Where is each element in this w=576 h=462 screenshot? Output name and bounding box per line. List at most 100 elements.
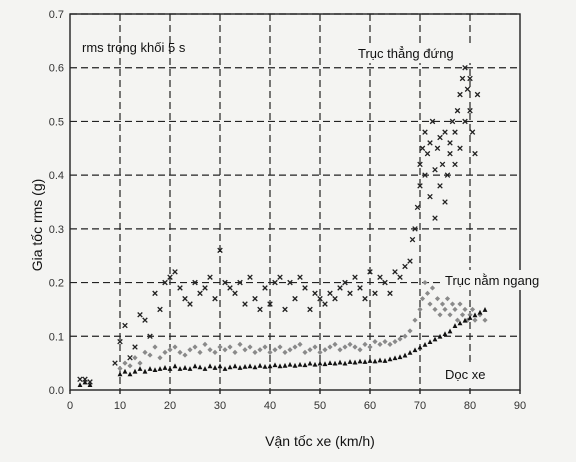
y-axis-title: Gia tốc rms (g) <box>29 179 45 272</box>
data-point-diamond <box>307 347 313 353</box>
annotation-lateral-bg <box>440 270 558 290</box>
data-point-diamond <box>457 301 463 307</box>
data-point-diamond <box>237 341 243 347</box>
y-tick-label: 0.6 <box>49 63 64 75</box>
data-point-diamond <box>444 296 451 302</box>
y-tick-label: 0.1 <box>49 331 64 343</box>
data-point-x <box>337 285 343 291</box>
data-point-x <box>127 355 133 361</box>
data-point-x <box>414 204 421 211</box>
data-point-diamond <box>222 347 228 353</box>
data-point-diamond <box>472 317 478 323</box>
data-point-diamond <box>317 349 323 355</box>
data-point-x <box>429 118 436 125</box>
data-point-triangle <box>87 382 93 388</box>
data-point-diamond <box>117 365 123 372</box>
data-point-x <box>457 91 463 98</box>
x-tick-label: 80 <box>464 400 476 412</box>
data-point-x <box>262 285 268 291</box>
data-point-x <box>152 290 158 297</box>
data-point-x <box>462 64 468 71</box>
data-point-x <box>417 161 423 168</box>
data-point-triangle <box>367 358 373 363</box>
data-point-x <box>409 236 416 243</box>
data-point-x <box>122 322 128 329</box>
data-point-triangle <box>212 365 218 370</box>
data-point-x <box>77 376 83 383</box>
data-point-triangle <box>432 336 438 342</box>
data-point-x <box>442 129 448 135</box>
data-point-x <box>427 140 433 146</box>
data-point-x <box>347 290 353 297</box>
data-point-x <box>87 379 93 385</box>
data-point-x <box>197 290 203 297</box>
x-axis-title: Vận tốc xe (km/h) <box>265 433 375 449</box>
y-tick-label: 0.3 <box>49 224 64 236</box>
data-point-diamond <box>302 349 308 355</box>
data-point-x <box>327 290 333 297</box>
data-point-x <box>464 86 471 92</box>
data-point-x <box>474 91 481 98</box>
data-point-triangle <box>77 382 83 388</box>
data-point-triangle <box>152 367 158 372</box>
annotation-block-note: rms trong khối 5 s <box>82 40 186 55</box>
data-point-diamond <box>197 349 203 355</box>
x-tick-label: 30 <box>214 400 226 412</box>
data-point-x <box>227 285 233 291</box>
data-point-diamond <box>337 347 343 353</box>
data-point-x <box>357 285 363 291</box>
data-point-x <box>162 279 168 286</box>
data-point-triangle <box>132 368 138 374</box>
data-point-triangle <box>482 307 488 312</box>
data-point-diamond <box>462 306 468 313</box>
data-point-triangle <box>462 317 468 323</box>
data-point-diamond <box>434 296 441 302</box>
y-tick-label: 0.7 <box>49 9 64 21</box>
data-point-diamond <box>362 341 368 347</box>
data-point-x <box>452 161 458 168</box>
data-point-x <box>424 150 431 157</box>
data-point-x <box>242 301 248 307</box>
data-point-triangle <box>292 362 298 368</box>
data-point-triangle <box>242 363 248 369</box>
data-point-triangle <box>437 333 443 339</box>
data-point-x <box>467 107 473 114</box>
annotation-lateral: Trục nằm ngang <box>445 273 539 288</box>
data-point-x <box>459 75 466 82</box>
data-point-x <box>172 269 178 275</box>
data-point-triangle <box>137 366 143 371</box>
data-point-diamond <box>412 317 418 323</box>
data-point-triangle <box>122 368 128 374</box>
data-point-x <box>372 290 378 297</box>
data-point-x <box>192 279 198 286</box>
data-point-triangle <box>327 360 333 366</box>
data-point-diamond <box>132 355 138 361</box>
data-point-x <box>82 376 88 383</box>
data-point-x <box>449 118 456 125</box>
data-point-diamond <box>424 290 431 296</box>
data-point-x <box>422 129 428 135</box>
data-point-triangle <box>232 363 238 369</box>
data-point-x <box>467 75 473 82</box>
data-point-diamond <box>157 355 163 361</box>
axis-layer: 0.0 0.1 0.2 0.3 0.4 0.5 0.6 0.7 0 10 20 30 40 50 60 70 8… <box>49 9 526 412</box>
data-point-diamond <box>342 344 348 350</box>
data-point-diamond <box>282 349 288 355</box>
data-point-x <box>447 150 453 157</box>
data-point-triangle <box>272 362 278 368</box>
data-point-x <box>397 274 403 280</box>
data-point-diamond <box>147 352 153 358</box>
data-point-diamond <box>272 347 278 353</box>
data-point-x <box>157 306 163 313</box>
data-point-x <box>257 306 263 313</box>
data-point-diamond <box>267 349 273 355</box>
data-point-diamond <box>332 341 338 347</box>
data-point-diamond <box>262 344 268 350</box>
data-point-x <box>317 295 323 302</box>
data-point-x <box>232 290 238 297</box>
data-point-triangle <box>222 366 228 371</box>
data-point-triangle <box>207 363 213 369</box>
data-point-diamond <box>137 360 143 366</box>
data-point-triangle <box>417 344 423 350</box>
data-point-triangle <box>192 363 198 369</box>
